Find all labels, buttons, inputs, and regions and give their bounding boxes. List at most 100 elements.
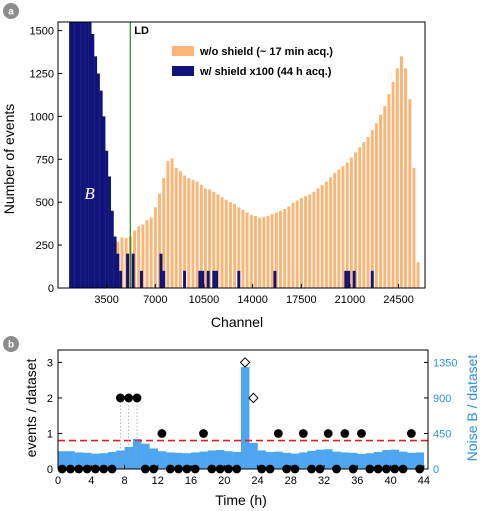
no-shield-bar bbox=[399, 56, 403, 288]
event-marker bbox=[115, 393, 125, 403]
no-shield-bar bbox=[320, 185, 324, 288]
no-shield-bar bbox=[299, 197, 303, 288]
shield-bar bbox=[99, 90, 103, 289]
shield-bar bbox=[69, 22, 73, 288]
noise-bar bbox=[257, 450, 267, 469]
shield-bar bbox=[140, 270, 143, 288]
noise-bars bbox=[58, 367, 425, 469]
no-shield-bar bbox=[120, 237, 124, 288]
panel-b-badge: b bbox=[3, 336, 19, 352]
x-tick-label: 24 bbox=[251, 475, 263, 487]
panel-b-plot-frame bbox=[57, 349, 429, 470]
x-tick-label: 7000 bbox=[143, 294, 167, 306]
no-shield-bar bbox=[295, 200, 299, 288]
background-b-label: B bbox=[84, 184, 95, 203]
y-tick-label: 0 bbox=[48, 283, 54, 295]
noise-bar bbox=[157, 451, 167, 469]
x-tick-label: 24500 bbox=[383, 294, 414, 306]
no-shield-bar bbox=[228, 202, 232, 288]
panel-b-y-axis-label-left: events / dataset bbox=[23, 358, 39, 457]
panel-b-badge-circle bbox=[3, 336, 19, 352]
noise-bar bbox=[274, 451, 283, 469]
shield-bar bbox=[159, 253, 163, 288]
no-shield-bar bbox=[199, 185, 203, 288]
shield-bar bbox=[206, 270, 210, 288]
event-marker-open bbox=[248, 392, 259, 404]
event-marker bbox=[406, 429, 416, 438]
shield-bar bbox=[131, 253, 135, 288]
no-shield-bar bbox=[216, 194, 220, 288]
y-tick-label: 750 bbox=[36, 154, 54, 166]
y-tick-label: 1500 bbox=[30, 26, 54, 38]
no-shield-bar bbox=[387, 94, 391, 288]
noise-bar bbox=[66, 451, 75, 469]
noise-bar bbox=[390, 449, 400, 469]
shield-bar bbox=[126, 253, 130, 288]
no-shield-bar bbox=[312, 191, 316, 288]
noise-bar bbox=[299, 452, 308, 469]
noise-bar bbox=[99, 453, 109, 469]
shield-bar bbox=[215, 270, 219, 288]
event-marker bbox=[340, 429, 350, 438]
panel-a-badge-circle bbox=[3, 3, 19, 19]
noise-bar bbox=[182, 453, 192, 469]
panel-a-bars bbox=[69, 22, 420, 289]
x-tick-label: 40 bbox=[384, 475, 396, 487]
shield-bar bbox=[85, 22, 89, 288]
no-shield-bar bbox=[224, 199, 228, 288]
noise-bar bbox=[365, 453, 375, 469]
x-tick-label: 4 bbox=[88, 475, 94, 487]
shield-bar bbox=[237, 270, 241, 288]
legend-label-no-shield: w/o shield (~ 17 min acq.) bbox=[199, 46, 333, 58]
no-shield-bar bbox=[329, 177, 333, 288]
event-marker bbox=[199, 429, 208, 438]
legend-label-shield: w/ shield x100 (44 h acq.) bbox=[199, 66, 332, 78]
noise-bar bbox=[58, 451, 67, 469]
panel-b-y-axis-label-right: Noise B / dataset bbox=[464, 355, 480, 462]
shield-bar bbox=[273, 270, 277, 288]
shield-bar bbox=[77, 22, 81, 288]
x-tick-label: 44 bbox=[418, 475, 430, 487]
x-tick-label: 16 bbox=[185, 475, 197, 487]
noise-bar bbox=[207, 450, 217, 469]
shield-bar bbox=[352, 270, 356, 288]
no-shield-bar bbox=[279, 210, 282, 288]
no-shield-bar bbox=[283, 209, 287, 288]
shield-bar bbox=[74, 22, 78, 288]
no-shield-bar bbox=[183, 175, 187, 288]
noise-bar bbox=[91, 453, 100, 469]
no-shield-bar bbox=[178, 171, 182, 288]
y-tick-label: 1250 bbox=[30, 68, 54, 80]
x-tick-label: 3500 bbox=[94, 294, 118, 306]
event-marker bbox=[323, 429, 333, 438]
noise-bar bbox=[82, 452, 92, 469]
shield-bar bbox=[110, 210, 114, 288]
noise-bar bbox=[407, 452, 416, 469]
panel-b-y-ticks-left: 0 1 2 3 bbox=[47, 357, 62, 476]
event-marker bbox=[357, 429, 366, 438]
no-shield-bar bbox=[333, 173, 337, 288]
no-shield-bar bbox=[233, 203, 237, 288]
no-shield-bar bbox=[337, 169, 341, 288]
no-shield-bar bbox=[241, 209, 245, 288]
no-shield-bar bbox=[391, 82, 395, 288]
shield-bar bbox=[105, 150, 109, 288]
no-shield-bar bbox=[166, 161, 170, 288]
legend-swatch-shield bbox=[172, 66, 194, 76]
no-shield-bar bbox=[258, 217, 262, 288]
no-shield-bar bbox=[274, 212, 278, 288]
shield-bar bbox=[198, 270, 202, 288]
x-tick-label: 28 bbox=[285, 475, 297, 487]
event-marker bbox=[298, 429, 308, 438]
shield-bar bbox=[83, 22, 86, 288]
x-tick-label: 14000 bbox=[237, 294, 268, 306]
y-tick-label: 1 bbox=[47, 428, 53, 440]
y-tick-label: 0 bbox=[47, 464, 53, 476]
no-shield-bar bbox=[324, 181, 328, 288]
no-shield-bar bbox=[153, 207, 157, 288]
panel-a: a LD B 3500 7000 10500 14000 17500 21000 24500… bbox=[1, 3, 426, 330]
no-shield-bar bbox=[370, 130, 374, 288]
no-shield-bar bbox=[291, 203, 295, 288]
shield-bar bbox=[347, 270, 351, 288]
